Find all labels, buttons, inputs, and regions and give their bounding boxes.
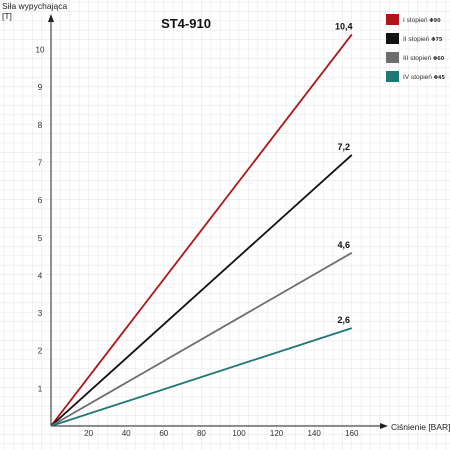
series-end-label-3: 4,6 [338,240,351,250]
x-tick-label: 140 [308,429,322,438]
series-line-2 [50,154,353,427]
legend-swatch-2 [386,33,399,44]
series-line-4 [50,327,353,427]
legend-name-4: IV stopień [403,74,434,81]
y-axis-title-line1: Siła wypychająca [2,1,67,11]
series-line-1 [50,33,353,427]
y-tick-label: 6 [38,196,43,205]
series-end-label-1: 10,4 [335,21,353,31]
y-tick-label: 7 [38,158,43,167]
x-tick-label: 40 [122,429,131,438]
legend-name-2: II stopień [403,36,431,43]
chart-title: ST4-910 [161,16,211,31]
legend-name-1: I stopień [403,17,429,24]
legend-sub-4: Φ45 [434,75,446,81]
y-tick-label: 8 [38,121,43,130]
series-lines [50,33,353,427]
x-tick-label: 120 [270,429,284,438]
legend-label-3: III stopień Φ60 [403,55,445,62]
legend-sub-2: Φ75 [431,37,443,43]
x-tick-labels: 20 40 60 80 100 120 140 160 [84,429,359,438]
y-tick-labels: 1 2 3 4 5 6 7 8 9 10 [36,46,45,394]
y-axis-title-line2: [T] [2,11,12,21]
legend-swatch-1 [386,14,399,25]
y-tick-label: 5 [38,234,43,243]
y-tick-label: 1 [38,384,43,393]
legend-swatch-3 [386,52,399,63]
axes [48,14,388,429]
x-tick-label: 160 [345,429,359,438]
x-tick-label: 100 [232,429,246,438]
legend-sub-1: Φ90 [429,18,441,24]
x-axis-title: Ciśnienie [BAR] [391,422,450,432]
legend-label-4: IV stopień Φ45 [403,74,445,81]
series-end-label-2: 7,2 [338,142,351,152]
y-tick-label: 10 [36,46,45,55]
y-axis-arrow [48,14,54,22]
y-tick-label: 4 [38,271,43,280]
legend-name-3: III stopień [403,55,433,62]
end-labels: 10,4 7,2 4,6 2,6 [335,21,353,325]
legend-swatch-4 [386,71,399,82]
x-tick-label: 80 [197,429,206,438]
legend-sub-3: Φ60 [433,56,445,62]
series-end-label-4: 2,6 [338,315,351,325]
legend: I stopień Φ90 II stopień Φ75 III stopień Φ… [386,14,445,82]
series-line-3 [50,252,353,427]
y-tick-label: 3 [38,309,43,318]
x-tick-label: 20 [84,429,93,438]
x-axis-arrow [380,423,388,429]
legend-label-2: II stopień Φ75 [403,36,443,43]
y-tick-label: 2 [38,347,43,356]
x-tick-label: 60 [159,429,168,438]
y-tick-label: 9 [38,83,43,92]
legend-label-1: I stopień Φ90 [403,17,441,24]
